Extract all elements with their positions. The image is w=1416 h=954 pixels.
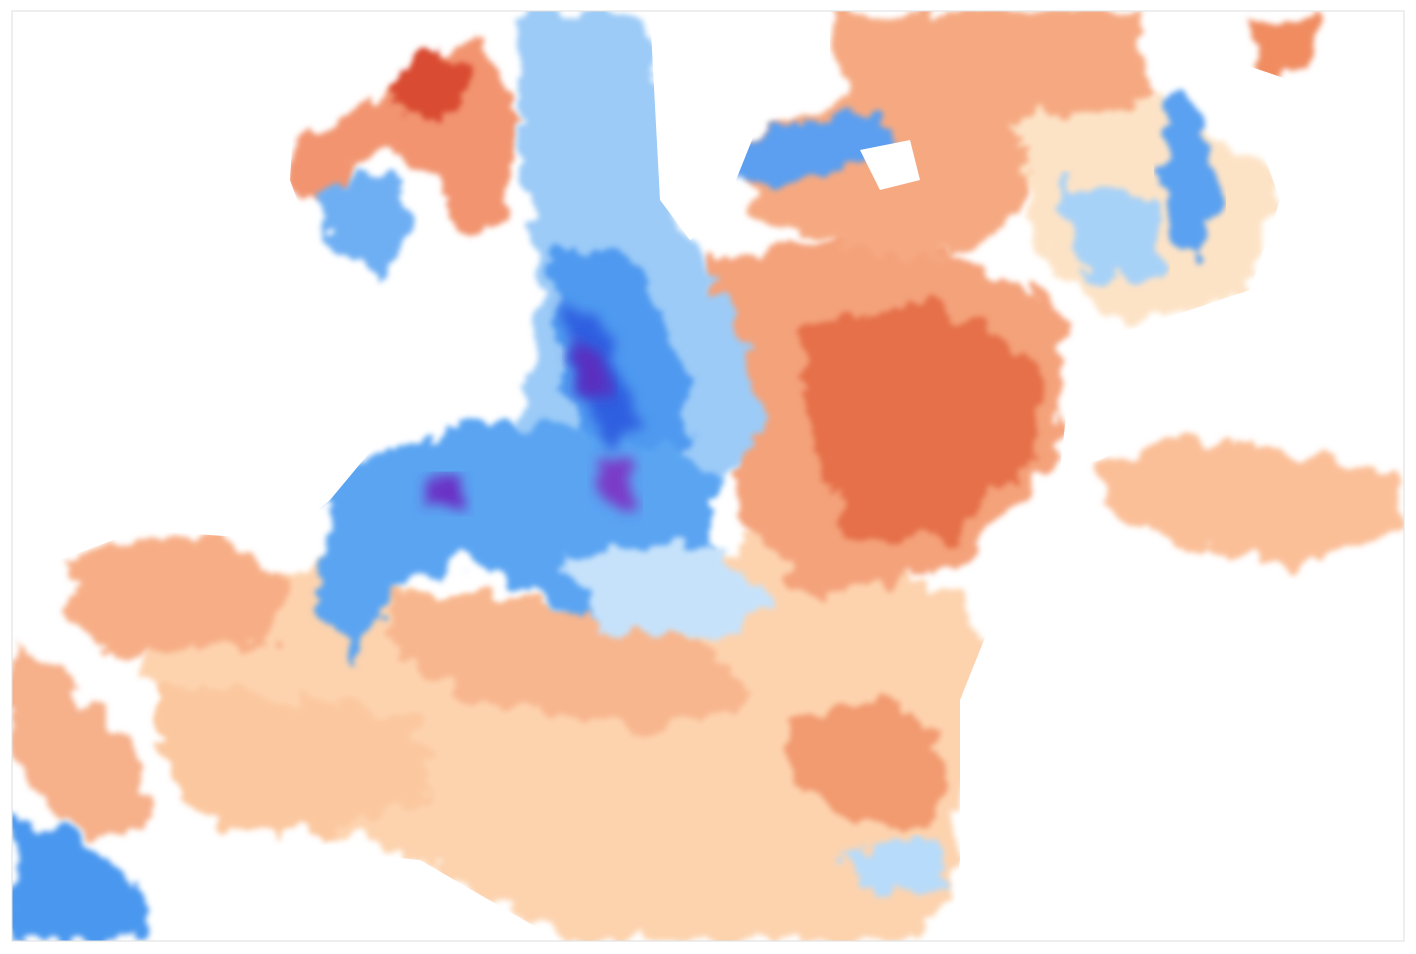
warm-region — [740, 12, 1150, 260]
anomaly-field — [12, 12, 1404, 941]
land-africa — [950, 560, 1404, 941]
warm-region — [780, 700, 950, 830]
warm-region — [150, 680, 430, 830]
cold-region — [12, 820, 150, 941]
cold-region — [420, 478, 465, 510]
land-south-america — [160, 841, 560, 941]
cold-region — [320, 170, 410, 280]
land-greenland — [650, 12, 830, 240]
warm-region — [70, 535, 290, 660]
cold-region — [720, 110, 890, 190]
cold-region — [550, 240, 690, 470]
cold-region — [1060, 180, 1160, 280]
warm-region — [1090, 440, 1400, 570]
cold-region — [570, 340, 610, 400]
cold-region — [595, 458, 635, 515]
cold-region — [560, 540, 780, 640]
map-frame — [11, 10, 1405, 942]
warm-region — [1240, 14, 1320, 80]
warm-region — [390, 40, 470, 130]
land-iceland — [860, 140, 920, 190]
cold-region — [840, 840, 950, 900]
warm-region — [380, 590, 760, 730]
warm-region — [12, 640, 150, 840]
warm-region — [800, 300, 1040, 540]
land-europe — [1060, 60, 1404, 470]
land-north-america — [12, 12, 430, 580]
cold-region — [1160, 100, 1220, 260]
